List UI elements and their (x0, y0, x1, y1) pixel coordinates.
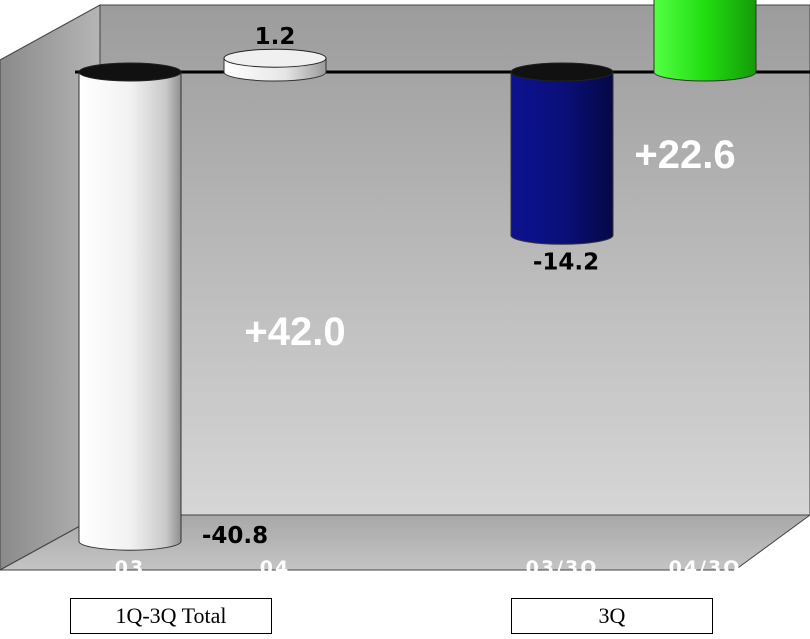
chart-floor (0, 514, 810, 571)
change-label-1: +42.0 (244, 310, 345, 354)
bar-04-top (223, 48, 327, 68)
group-label-box-1: 1Q-3Q Total (70, 598, 272, 634)
change-label-2: +22.6 (634, 133, 735, 177)
bar-033q-top (510, 62, 614, 82)
bar-033q-body (510, 71, 614, 245)
category-label-bar-04: 04 (260, 557, 290, 579)
group-label-1: 1Q-3Q Total (115, 603, 227, 628)
value-label-bar-033q: -14.2 (533, 249, 599, 275)
value-label-bar-04: 1.2 (255, 24, 296, 50)
bar-03-top (78, 62, 182, 82)
value-label-bar-03: -40.8 (202, 523, 268, 549)
group-label-2: 3Q (598, 603, 626, 628)
category-label-bar-03: 03 (115, 557, 145, 579)
group-label-box-2: 3Q (511, 598, 713, 634)
bar-03-body (78, 71, 182, 551)
bar-043q-body (653, 0, 757, 82)
category-label-bar-033q: 03/3Q (526, 557, 599, 579)
chart-back-wall (99, 4, 810, 516)
category-label-bar-043q: 04/3Q (669, 557, 742, 579)
